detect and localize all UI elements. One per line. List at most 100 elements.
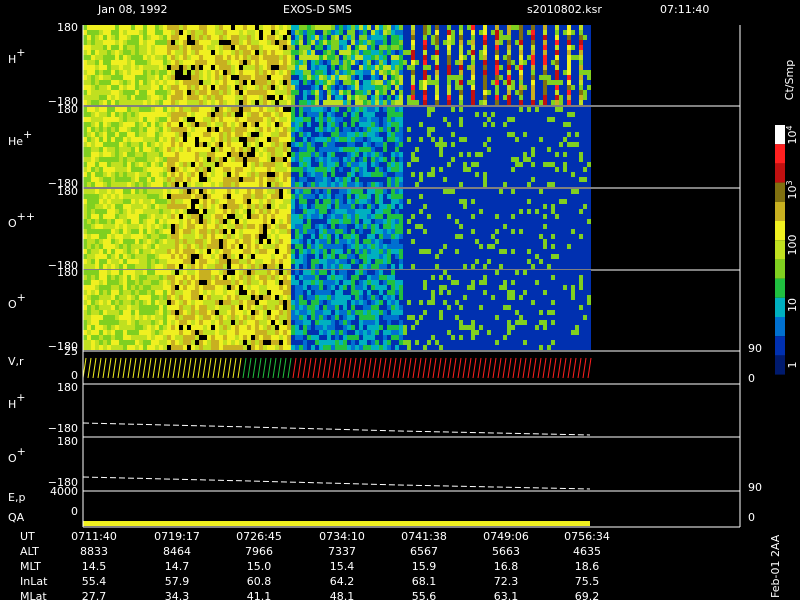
- pixel: [147, 194, 151, 199]
- pixel: [367, 157, 371, 162]
- pixel: [87, 80, 91, 85]
- pixel: [127, 214, 131, 219]
- pixel: [463, 95, 467, 100]
- pixel: [503, 167, 507, 172]
- pixel: [571, 177, 575, 182]
- pixel: [295, 95, 299, 100]
- pixel: [335, 95, 339, 100]
- pixel: [331, 132, 335, 137]
- pixel: [507, 182, 511, 187]
- pixel: [103, 199, 107, 204]
- pixel: [131, 214, 135, 219]
- pixel: [467, 152, 471, 157]
- pixel: [575, 137, 579, 142]
- pixel: [451, 112, 455, 117]
- pixel: [579, 147, 583, 152]
- pixel: [99, 234, 103, 239]
- pixel: [247, 85, 251, 90]
- pixel: [303, 45, 307, 50]
- pixel: [179, 55, 183, 60]
- pixel: [551, 95, 555, 100]
- pixel: [519, 40, 523, 45]
- pixel: [131, 137, 135, 142]
- pixel: [459, 75, 463, 80]
- pixel: [251, 127, 255, 132]
- pixel: [287, 45, 291, 50]
- pixel: [95, 147, 99, 152]
- pixel: [531, 142, 535, 147]
- pixel: [83, 264, 87, 269]
- pixel: [323, 172, 327, 177]
- pixel: [559, 132, 563, 137]
- pixel: [455, 162, 459, 167]
- pixel: [583, 167, 587, 172]
- pixel: [235, 45, 239, 50]
- pixel: [207, 239, 211, 244]
- pixel: [171, 75, 175, 80]
- pixel: [551, 45, 555, 50]
- pixel: [203, 35, 207, 40]
- pixel: [155, 65, 159, 70]
- pixel: [427, 117, 431, 122]
- pixel: [111, 162, 115, 167]
- pixel: [583, 75, 587, 80]
- pixel: [479, 25, 483, 30]
- pixel: [263, 100, 267, 105]
- pixel: [303, 177, 307, 182]
- pixel: [307, 137, 311, 142]
- pixel: [231, 224, 235, 229]
- pixel: [407, 65, 411, 70]
- pixel: [463, 60, 467, 65]
- pixel: [183, 249, 187, 254]
- pixel: [127, 85, 131, 90]
- pixel: [499, 90, 503, 95]
- pixel: [251, 152, 255, 157]
- pixel: [239, 142, 243, 147]
- pixel: [223, 239, 227, 244]
- pixel: [127, 189, 131, 194]
- pixel: [439, 80, 443, 85]
- pixel: [307, 264, 311, 269]
- pixel: [347, 112, 351, 117]
- pixel: [203, 219, 207, 224]
- pixel: [471, 162, 475, 167]
- pixel: [515, 157, 519, 162]
- pixel: [127, 80, 131, 85]
- pixel: [211, 142, 215, 147]
- pixel: [259, 25, 263, 30]
- pixel: [475, 152, 479, 157]
- pixel: [115, 167, 119, 172]
- pixel: [491, 137, 495, 142]
- pixel: [399, 162, 403, 167]
- pixel: [171, 137, 175, 142]
- pixel: [543, 127, 547, 132]
- pixel: [103, 127, 107, 132]
- pixel: [307, 85, 311, 90]
- pixel: [207, 147, 211, 152]
- pixel: [319, 112, 323, 117]
- pixel: [271, 85, 275, 90]
- pixel: [367, 50, 371, 55]
- pixel: [163, 132, 167, 137]
- pixel: [179, 80, 183, 85]
- pixel: [263, 127, 267, 132]
- pixel: [279, 35, 283, 40]
- pixel: [439, 132, 443, 137]
- pixel: [563, 112, 567, 117]
- pixel: [343, 112, 347, 117]
- pixel: [99, 214, 103, 219]
- pixel: [423, 30, 427, 35]
- pixel: [551, 100, 555, 105]
- pixel: [175, 157, 179, 162]
- pixel: [111, 60, 115, 65]
- pixel: [379, 85, 383, 90]
- pixel: [143, 142, 147, 147]
- pixel: [243, 90, 247, 95]
- pixel: [279, 45, 283, 50]
- pixel: [531, 75, 535, 80]
- pixel: [295, 189, 299, 194]
- pixel: [127, 107, 131, 112]
- pixel: [315, 85, 319, 90]
- pixel: [139, 142, 143, 147]
- pixel: [99, 107, 103, 112]
